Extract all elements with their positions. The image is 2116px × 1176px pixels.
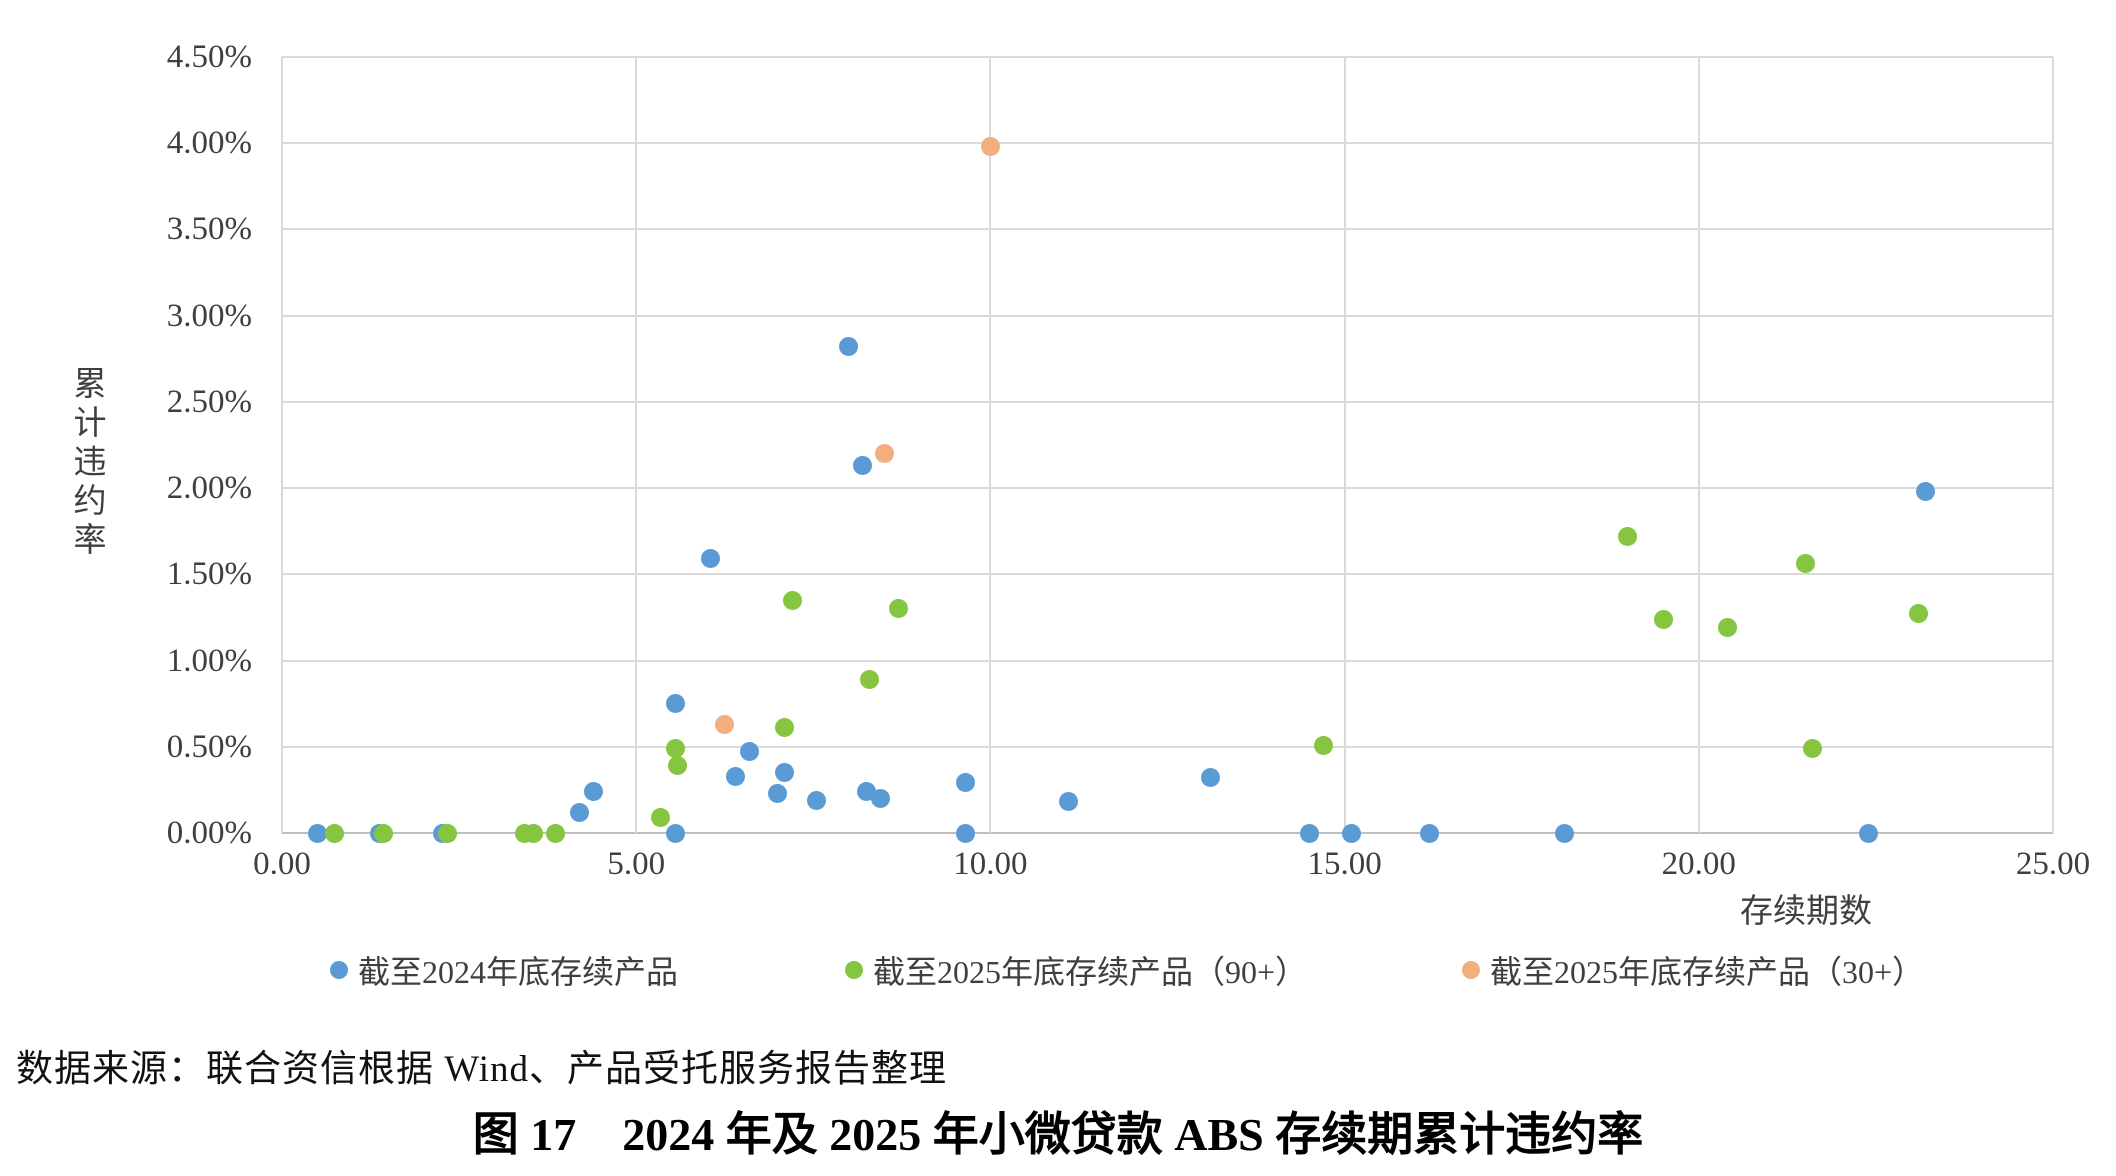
data-point-s2025-90plus bbox=[775, 718, 795, 738]
x-tick-label: 0.00 bbox=[253, 846, 311, 882]
legend-item-s2025-30plus: 截至2025年底存续产品（30+） bbox=[1462, 948, 1924, 992]
figure-title: 图 17 2024 年及 2025 年小微贷款 ABS 存续期累计违约率 bbox=[472, 1109, 1644, 1160]
x-tick-label: 10.00 bbox=[953, 846, 1028, 882]
data-point-s2025-90plus bbox=[888, 599, 908, 619]
data-point-s2025-90plus bbox=[1653, 609, 1673, 629]
data-point-s2024 bbox=[853, 456, 873, 476]
gridline-horizontal bbox=[282, 228, 2053, 231]
legend-label: 截至2024年底存续产品 bbox=[358, 954, 679, 990]
gridline-vertical bbox=[989, 57, 992, 833]
gridline-horizontal bbox=[282, 573, 2053, 576]
x-tick-label: 5.00 bbox=[607, 846, 666, 882]
data-point-s2025-30plus bbox=[980, 137, 1000, 157]
gridline-vertical bbox=[1697, 57, 1700, 833]
plot-area bbox=[281, 56, 2054, 843]
data-point-s2025-90plus bbox=[1802, 739, 1822, 758]
y-tick-label: 4.00% bbox=[166, 125, 252, 162]
data-point-s2025-90plus bbox=[1795, 554, 1815, 574]
y-tick-label: 1.50% bbox=[166, 556, 252, 593]
data-point-s2025-90plus bbox=[1313, 735, 1333, 755]
data-point-s2024 bbox=[956, 773, 976, 793]
s2024-legend-marker-icon bbox=[330, 961, 348, 979]
data-point-s2024 bbox=[740, 742, 760, 762]
data-point-s2024 bbox=[1200, 768, 1220, 788]
data-point-s2024 bbox=[1342, 823, 1362, 843]
legend-label: 截至2025年底存续产品（30+） bbox=[1490, 954, 1925, 990]
y-tick-label: 3.00% bbox=[166, 297, 252, 334]
data-point-s2024 bbox=[1859, 823, 1879, 843]
data-point-s2025-90plus bbox=[782, 590, 802, 610]
y-tick-label: 3.50% bbox=[166, 211, 252, 248]
data-point-s2024 bbox=[1058, 792, 1078, 812]
gridline-vertical bbox=[635, 57, 638, 833]
legend-item-s2025-90plus: 截至2025年底存续产品（90+） bbox=[845, 948, 1307, 992]
data-point-s2025-90plus bbox=[523, 823, 543, 843]
y-tick-label: 2.00% bbox=[166, 470, 252, 507]
data-point-s2025-90plus bbox=[437, 823, 457, 843]
data-point-s2024 bbox=[839, 337, 859, 357]
gridline-vertical bbox=[2052, 57, 2054, 833]
data-point-s2024 bbox=[665, 823, 685, 843]
y-tick-label: 1.00% bbox=[166, 642, 252, 679]
data-point-s2025-90plus bbox=[545, 823, 565, 843]
data-point-s2024 bbox=[807, 790, 827, 810]
gridline-vertical bbox=[1343, 57, 1346, 833]
y-tick-label: 4.50% bbox=[166, 39, 252, 75]
legend-label: 截至2025年底存续产品（90+） bbox=[873, 954, 1308, 990]
data-point-s2024 bbox=[701, 549, 721, 569]
data-point-s2025-90plus bbox=[1908, 604, 1928, 624]
data-point-s2025-90plus bbox=[1717, 618, 1737, 638]
y-axis-title: 累计违约率 bbox=[68, 366, 104, 561]
data-point-s2024 bbox=[570, 802, 590, 822]
data-point-s2024 bbox=[956, 823, 976, 843]
gridline-horizontal bbox=[282, 56, 2053, 58]
data-point-s2024 bbox=[768, 783, 788, 803]
data-point-s2025-90plus bbox=[651, 807, 671, 827]
data-point-s2025-90plus bbox=[667, 756, 687, 776]
data-point-s2024 bbox=[665, 694, 685, 714]
x-axis-line bbox=[282, 832, 2053, 834]
data-point-s2024 bbox=[871, 789, 891, 808]
y-tick-label: 0.50% bbox=[166, 728, 252, 765]
y-tick-label: 0.00% bbox=[166, 815, 252, 851]
s2025-90plus-legend-marker-icon bbox=[845, 961, 863, 979]
s2025-30plus-legend-marker-icon bbox=[1462, 961, 1480, 979]
data-point-s2025-90plus bbox=[324, 823, 344, 843]
data-source-note: 数据来源：联合资信根据 Wind、产品受托服务报告整理 bbox=[16, 1049, 947, 1090]
data-point-s2024 bbox=[1554, 823, 1574, 843]
data-point-s2024 bbox=[1915, 482, 1935, 502]
x-axis-title: 存续期数 bbox=[1740, 894, 1872, 930]
data-point-s2025-30plus bbox=[874, 444, 894, 464]
data-point-s2025-90plus bbox=[665, 739, 685, 758]
x-tick-label: 15.00 bbox=[1307, 846, 1382, 882]
data-point-s2024 bbox=[1420, 823, 1440, 843]
y-axis-line bbox=[281, 57, 283, 833]
data-point-s2024 bbox=[584, 782, 604, 802]
data-point-s2024 bbox=[307, 823, 327, 843]
gridline-horizontal bbox=[282, 400, 2053, 403]
data-point-s2025-90plus bbox=[860, 670, 880, 690]
data-point-s2024 bbox=[775, 763, 795, 783]
gridline-horizontal bbox=[282, 659, 2053, 662]
gridline-horizontal bbox=[282, 745, 2053, 748]
data-point-s2025-90plus bbox=[373, 823, 393, 843]
x-tick-label: 20.00 bbox=[1661, 846, 1736, 882]
data-point-s2024 bbox=[1299, 823, 1319, 843]
data-point-s2025-90plus bbox=[1618, 526, 1638, 546]
data-point-s2024 bbox=[725, 766, 745, 786]
data-point-s2025-30plus bbox=[715, 714, 735, 734]
gridline-horizontal bbox=[282, 487, 2053, 490]
chart-legend: 截至2024年底存续产品 截至2025年底存续产品（90+） 截至2025年底存… bbox=[0, 948, 2116, 992]
x-tick-label: 25.00 bbox=[2015, 846, 2091, 882]
y-tick-label: 2.50% bbox=[166, 383, 252, 420]
gridline-horizontal bbox=[282, 142, 2053, 145]
legend-item-s2024: 截至2024年底存续产品 bbox=[330, 948, 678, 992]
gridline-horizontal bbox=[282, 314, 2053, 317]
